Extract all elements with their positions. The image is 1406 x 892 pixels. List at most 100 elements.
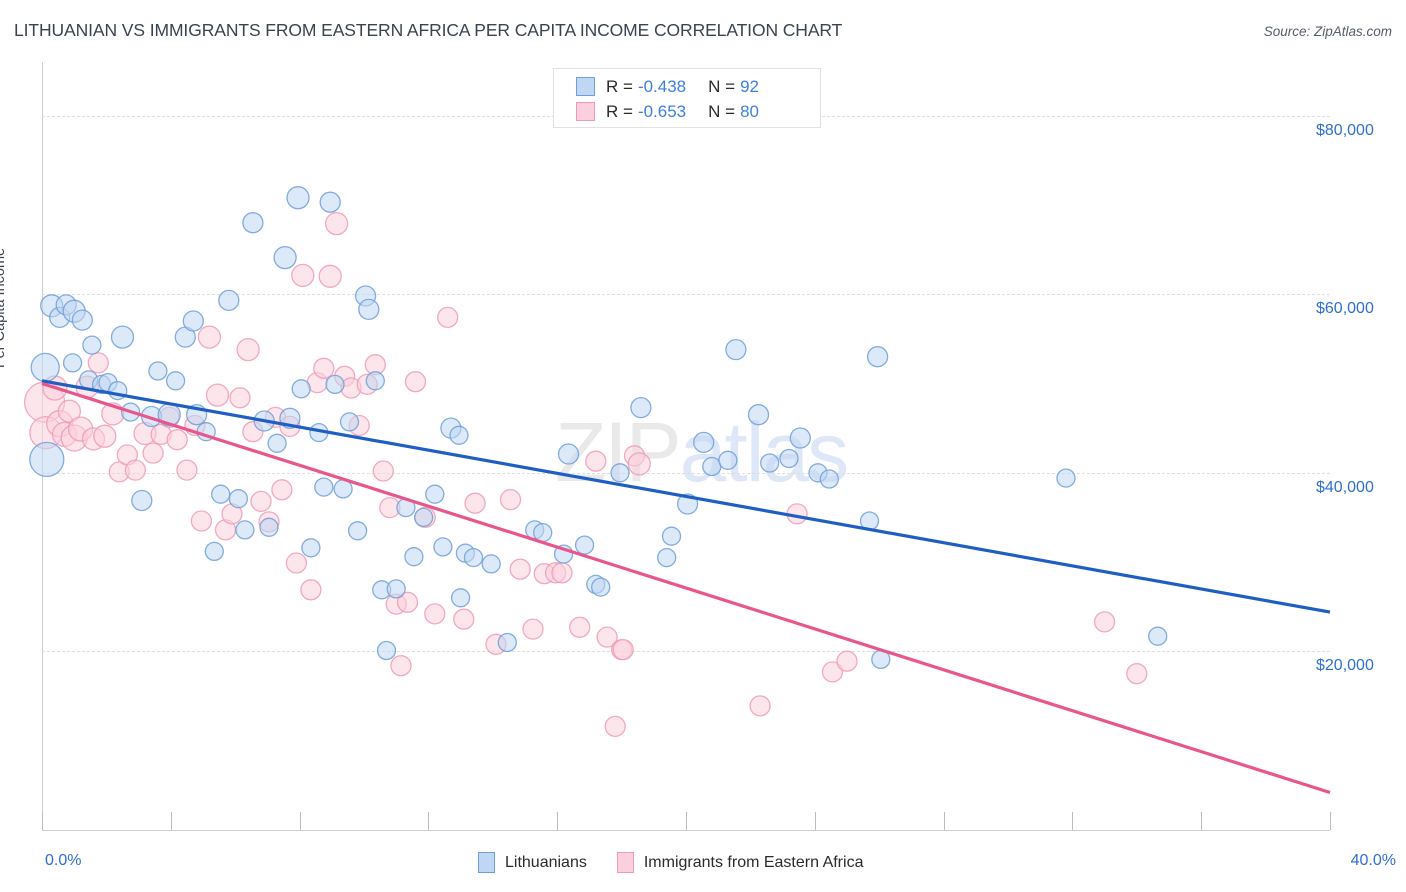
scatter-point bbox=[204, 541, 224, 562]
x-tick bbox=[815, 812, 816, 830]
x-axis-line bbox=[42, 830, 1330, 831]
x-tick bbox=[686, 812, 687, 830]
scatter-point bbox=[236, 337, 260, 362]
scatter-point bbox=[591, 577, 611, 597]
x-tick bbox=[171, 812, 172, 830]
scatter-point bbox=[396, 591, 419, 613]
page-title: LITHUANIAN VS IMMIGRANTS FROM EASTERN AF… bbox=[14, 20, 843, 40]
scatter-point bbox=[301, 538, 321, 558]
scatter-point bbox=[291, 263, 315, 288]
scatter-point bbox=[124, 459, 147, 481]
scatter-point bbox=[1148, 626, 1168, 646]
pink-swatch-icon bbox=[576, 102, 595, 121]
scatter-point bbox=[819, 469, 839, 489]
pink-point-group bbox=[23, 211, 1148, 738]
scatter-point bbox=[148, 361, 168, 381]
x-tick bbox=[1072, 812, 1073, 830]
scatter-point bbox=[464, 492, 486, 514]
legend-item-lithuanians[interactable]: Lithuanians bbox=[478, 852, 587, 873]
gridline bbox=[42, 294, 1330, 295]
scatter-point bbox=[449, 425, 469, 445]
x-tick-label-max: 40.0% bbox=[1350, 852, 1396, 869]
legend-label: Lithuanians bbox=[505, 853, 587, 871]
scatter-point bbox=[339, 412, 360, 432]
scatter-point bbox=[574, 535, 595, 555]
scatter-point bbox=[836, 650, 858, 672]
scatter-point bbox=[82, 335, 102, 355]
legend-item-immigrants[interactable]: Immigrants from Eastern Africa bbox=[616, 852, 864, 873]
scatter-point bbox=[386, 579, 406, 599]
scatter-point bbox=[404, 371, 427, 393]
scatter-point bbox=[463, 547, 484, 568]
scatter-point bbox=[630, 396, 652, 419]
scatter-point bbox=[372, 460, 394, 482]
n-value: 80 bbox=[740, 101, 759, 121]
x-tick bbox=[300, 812, 301, 830]
scatter-point bbox=[176, 459, 198, 481]
scatter-point bbox=[228, 489, 249, 509]
r-value: -0.438 bbox=[637, 76, 687, 96]
scatter-point bbox=[404, 547, 424, 567]
r-label: R = bbox=[606, 101, 633, 121]
y-tick-label: $20,000 bbox=[1316, 657, 1374, 675]
scatter-point bbox=[821, 661, 844, 683]
scatter-point bbox=[569, 616, 591, 638]
scatter-point bbox=[259, 517, 279, 537]
gridline bbox=[42, 651, 1330, 652]
scatter-point bbox=[273, 245, 297, 270]
scatter-point bbox=[197, 325, 222, 349]
scatter-point bbox=[205, 383, 230, 407]
scatter-point bbox=[424, 603, 446, 625]
scatter-point bbox=[211, 484, 231, 504]
scatter-point bbox=[314, 477, 334, 497]
blue-swatch-icon bbox=[478, 852, 495, 873]
scatter-point bbox=[347, 521, 368, 541]
scatter-point bbox=[779, 448, 799, 469]
scatter-point bbox=[702, 456, 722, 477]
scatter-point bbox=[30, 352, 60, 383]
scatter-point bbox=[450, 588, 471, 608]
scatter-point bbox=[657, 547, 677, 568]
scatter-point bbox=[71, 309, 93, 331]
scatter-point bbox=[229, 387, 251, 409]
scatter-point bbox=[453, 608, 475, 630]
scatter-point bbox=[612, 638, 634, 661]
stat-row-lithuanians: R = -0.438 N = 92 bbox=[554, 74, 820, 99]
correlation-stats-box: R = -0.438 N = 92 R = -0.653 N = 80 bbox=[553, 68, 821, 128]
scatter-point bbox=[235, 520, 255, 540]
scatter-point bbox=[509, 558, 531, 580]
scatter-point bbox=[286, 186, 310, 210]
scatter-point bbox=[376, 640, 397, 661]
x-tick bbox=[428, 812, 429, 830]
scatter-point bbox=[596, 626, 618, 648]
stat-row-immigrants: R = -0.653 N = 80 bbox=[554, 99, 820, 124]
y-tick-label: $40,000 bbox=[1316, 478, 1374, 496]
trendline bbox=[41, 381, 1331, 795]
scatter-point bbox=[627, 452, 651, 476]
scatter-point bbox=[749, 695, 771, 717]
scatter-point bbox=[62, 353, 83, 373]
scatter-point bbox=[610, 463, 630, 483]
scatter-point bbox=[390, 655, 412, 677]
scatter-point bbox=[481, 554, 501, 574]
source-attribution: Source: ZipAtlas.com bbox=[1263, 24, 1392, 39]
scatter-point bbox=[604, 715, 626, 738]
legend-label: Immigrants from Eastern Africa bbox=[643, 853, 864, 871]
y-tick-label: $60,000 bbox=[1316, 300, 1374, 318]
scatter-point bbox=[789, 427, 811, 449]
scatter-point bbox=[1126, 663, 1148, 685]
scatter-point bbox=[747, 404, 770, 426]
scatter-point bbox=[300, 579, 322, 601]
scatter-point bbox=[57, 399, 82, 423]
scatter-point bbox=[318, 264, 342, 288]
scatter-point bbox=[93, 424, 117, 448]
scatter-point bbox=[324, 211, 349, 236]
scatter-point bbox=[250, 490, 272, 513]
scatter-point bbox=[218, 289, 240, 312]
r-label: R = bbox=[606, 76, 633, 96]
scatter-point bbox=[319, 191, 341, 213]
scatter-point bbox=[242, 212, 264, 234]
pink-swatch-icon bbox=[616, 852, 634, 873]
